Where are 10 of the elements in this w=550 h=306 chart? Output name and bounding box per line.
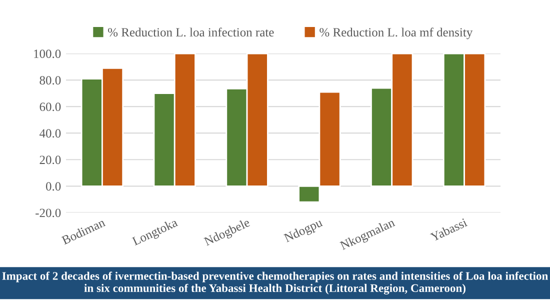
y-tick-label: 100.0 — [34, 50, 61, 58]
legend-label: % Reduction L. loa infection rate — [108, 28, 274, 37]
y-tick-label: 20.0 — [40, 156, 61, 164]
y-tick-label: 40.0 — [40, 129, 61, 138]
y-tick-label: 60.0 — [40, 102, 61, 112]
y-tick-label: 80.0 — [40, 76, 61, 85]
y-tick-label: 0.0 — [46, 182, 61, 191]
y-tick-label: -20.0 — [36, 208, 61, 218]
legend-label: % Reduction L. loa mf density — [320, 28, 473, 40]
text: Impact of 2 decades of ivermectin-based preventive chemotherapies on rates and intensities of Loa loa infection in six communities of the Yabassi Health District (Littoral Region, Cameroon) — [2, 272, 548, 294]
